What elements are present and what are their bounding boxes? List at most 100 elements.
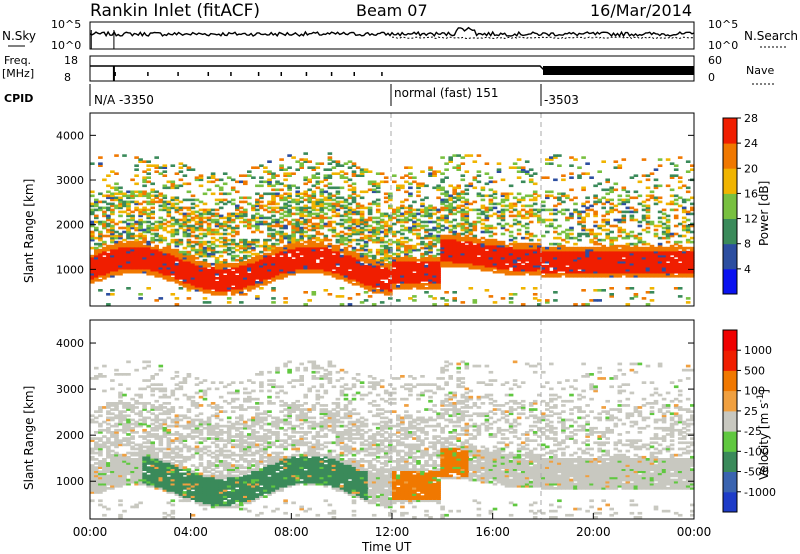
- heatmap-cell: [597, 258, 602, 262]
- heatmap-cell: [665, 246, 671, 250]
- heatmap-cell: [392, 216, 397, 220]
- heatmap-cell: [524, 170, 530, 173]
- heatmap-cell: [408, 172, 413, 175]
- heatmap-cell: [90, 466, 95, 469]
- heatmap-cell: [126, 287, 131, 290]
- heatmap-cell: [617, 202, 623, 206]
- heatmap-cell: [500, 210, 506, 214]
- heatmap-cell: [122, 262, 127, 266]
- heatmap-cell: [379, 258, 385, 262]
- heatmap-cell: [303, 210, 308, 214]
- heatmap-cell: [190, 264, 196, 268]
- heatmap-cell: [557, 250, 562, 254]
- heatmap-cell: [665, 270, 671, 274]
- heatmap-cell: [472, 299, 478, 302]
- heatmap-cell: [267, 200, 272, 204]
- heatmap-cell: [138, 297, 143, 300]
- heatmap-cell: [251, 260, 256, 264]
- heatmap-cell: [661, 246, 667, 250]
- heatmap-cell: [488, 250, 494, 254]
- heatmap-cell: [295, 248, 300, 252]
- heatmap-cell: [315, 208, 321, 212]
- heatmap-cell: [351, 252, 357, 256]
- heatmap-cell: [436, 240, 441, 244]
- heatmap-cell: [190, 244, 196, 248]
- heatmap-cell: [617, 254, 623, 258]
- heatmap-cell: [420, 170, 425, 173]
- heatmap-cell: [512, 293, 518, 296]
- heatmap-cell: [311, 202, 317, 206]
- heatmap-cell: [283, 192, 288, 196]
- heatmap-cell: [412, 232, 417, 236]
- heatmap-cell: [420, 246, 425, 250]
- heatmap-cell: [315, 180, 321, 184]
- heatmap-cell: [359, 266, 365, 270]
- heatmap-cell: [468, 222, 474, 226]
- heatmap-cell: [661, 268, 667, 272]
- heatmap-cell: [601, 260, 606, 264]
- heatmap-cell: [206, 277, 212, 280]
- heatmap-cell: [436, 279, 441, 282]
- heatmap-cell: [291, 200, 296, 204]
- heatmap-cell: [424, 236, 429, 240]
- heatmap-cell: [210, 240, 216, 244]
- heatmap-cell: [122, 226, 127, 230]
- heatmap-cell: [311, 192, 317, 196]
- heatmap-cell: [400, 262, 405, 266]
- heatmap-cell: [98, 262, 103, 266]
- heatmap-cell: [452, 264, 457, 268]
- heatmap-cell: [178, 268, 184, 272]
- heatmap-cell: [585, 228, 590, 232]
- heatmap-cell: [303, 240, 308, 244]
- heatmap-cell: [690, 248, 695, 252]
- heatmap-cell: [311, 222, 317, 226]
- heatmap-cell: [283, 184, 288, 188]
- heatmap-cell: [218, 266, 224, 270]
- heatmap-cell: [379, 224, 385, 228]
- heatmap-cell: [488, 248, 494, 252]
- heatmap-cell: [94, 272, 99, 276]
- heatmap-cell: [363, 277, 369, 280]
- heatmap-cell: [174, 228, 180, 232]
- heatmap-cell: [657, 248, 663, 252]
- heatmap-cell: [291, 212, 296, 216]
- heatmap-cell: [130, 190, 135, 194]
- heatmap-cell: [90, 256, 95, 260]
- heatmap-cell: [524, 172, 530, 175]
- heatmap-cell: [468, 252, 474, 256]
- heatmap-cell: [605, 270, 610, 274]
- heatmap-cell: [677, 196, 683, 200]
- heatmap-cell: [295, 192, 300, 196]
- heatmap-cell: [90, 449, 95, 453]
- heatmap-cell: [218, 188, 224, 192]
- heatmap-cell: [541, 256, 546, 260]
- heatmap-cell: [198, 281, 204, 284]
- heatmap-cell: [154, 252, 159, 256]
- heatmap-cell: [102, 489, 107, 492]
- heatmap-cell: [182, 258, 188, 262]
- heatmap-cell: [230, 226, 236, 230]
- heatmap-cell: [388, 246, 393, 250]
- heatmap-cell: [424, 220, 429, 224]
- heatmap-cell: [432, 297, 437, 300]
- heatmap-cell: [456, 256, 461, 260]
- heatmap-cell: [396, 260, 401, 264]
- heatmap-cell: [355, 266, 361, 270]
- heatmap-cell: [605, 178, 610, 182]
- heatmap-cell: [363, 281, 369, 284]
- heatmap-cell: [424, 272, 429, 276]
- heatmap-cell: [218, 268, 224, 272]
- heatmap-cell: [484, 162, 490, 165]
- heatmap-cell: [593, 254, 598, 258]
- heatmap-cell: [408, 297, 413, 300]
- heatmap-cell: [158, 250, 164, 254]
- heatmap-cell: [577, 238, 582, 242]
- heatmap-cell: [690, 268, 695, 272]
- heatmap-cell: [448, 184, 453, 188]
- heatmap-cell: [90, 212, 95, 216]
- heatmap-cell: [166, 210, 172, 214]
- heatmap-cell: [589, 275, 594, 278]
- heatmap-cell: [226, 277, 232, 280]
- heatmap-cell: [609, 238, 614, 242]
- heatmap-cell: [102, 210, 107, 214]
